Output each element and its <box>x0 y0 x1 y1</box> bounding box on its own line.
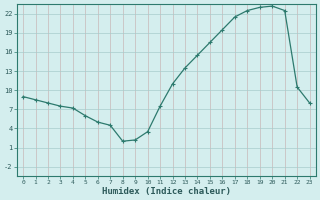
X-axis label: Humidex (Indice chaleur): Humidex (Indice chaleur) <box>102 187 231 196</box>
